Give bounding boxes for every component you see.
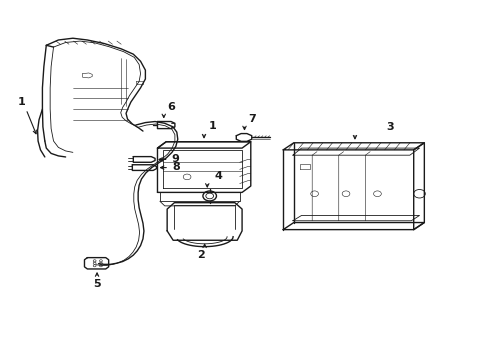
Text: 7: 7 (247, 114, 255, 124)
Text: 9: 9 (171, 154, 179, 164)
Text: 1: 1 (17, 97, 25, 107)
Text: 4: 4 (214, 171, 222, 181)
Text: 1: 1 (208, 121, 216, 131)
Text: 5: 5 (93, 279, 101, 289)
Text: 3: 3 (386, 122, 393, 132)
Text: 6: 6 (167, 102, 175, 112)
Text: 2: 2 (197, 250, 204, 260)
Text: 8: 8 (172, 162, 180, 172)
